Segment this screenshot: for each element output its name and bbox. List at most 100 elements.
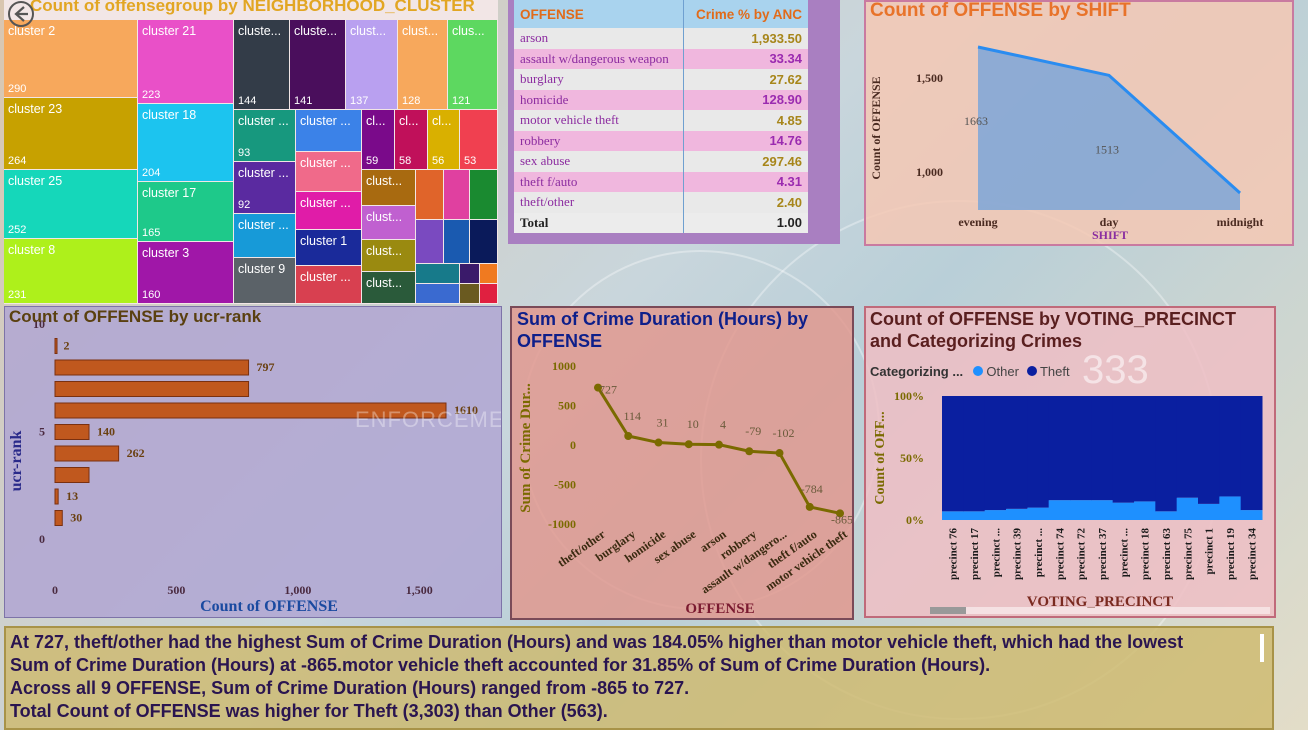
treemap-cell-label: cluste...: [294, 24, 338, 38]
treemap-cell[interactable]: [444, 170, 469, 219]
table-row[interactable]: theft f/auto 4.31: [514, 171, 808, 192]
x-tick-label: precinct 72: [1076, 528, 1088, 581]
treemap-cell[interactable]: cluster ...: [296, 192, 361, 229]
treemap-cell[interactable]: cluster ...: [296, 266, 361, 303]
treemap-cell[interactable]: [416, 220, 443, 263]
treemap-cell[interactable]: 53: [460, 110, 497, 169]
table-row[interactable]: motor vehicle theft 4.85: [514, 110, 808, 131]
crime-table-panel: OFFENSE Crime % by ANC arson 1,933.50 assa…: [508, 0, 840, 244]
treemap-cell[interactable]: cl... 56: [428, 110, 459, 169]
bar-theft: [1240, 396, 1263, 511]
shift-area: [978, 46, 1240, 210]
y-tick-label: 1,000: [916, 165, 943, 179]
treemap-cell[interactable]: cluster 8 231: [4, 239, 137, 303]
treemap-cell[interactable]: [460, 284, 479, 303]
table-row[interactable]: arson 1,933.50: [514, 28, 808, 49]
horizontal-scrollbar[interactable]: [930, 607, 1270, 614]
data-point: [745, 447, 754, 456]
precinct-chart: precinct 76 precinct 17 precinct ... precin…: [873, 389, 1263, 610]
treemap-cell-label: cluster 18: [142, 108, 197, 122]
y-axis-title: Sum of Crime Dur...: [518, 383, 534, 513]
table-total-value: 1.00: [682, 212, 808, 233]
bar: [54, 445, 120, 462]
treemap-cell-value: 252: [8, 224, 27, 236]
treemap-cell[interactable]: [470, 220, 497, 263]
treemap-cell-label: cluster ...: [300, 196, 351, 210]
legend-item-theft[interactable]: Theft: [1026, 364, 1070, 379]
treemap-cell[interactable]: cluster 18 204: [138, 104, 233, 181]
treemap-cell[interactable]: [460, 264, 479, 283]
treemap-cell[interactable]: cl... 58: [395, 110, 427, 169]
badge-number-watermark: 333: [1082, 348, 1149, 392]
data-label: 13: [66, 489, 78, 503]
data-label: 262: [127, 446, 145, 460]
bar-other: [942, 511, 964, 520]
table-cell-offense: assault w/dangerous weapon: [514, 48, 684, 69]
legend-dot-icon: [972, 366, 983, 376]
treemap-cell-label: cluster 23: [8, 102, 63, 116]
x-tick-label: precinct 37: [1097, 528, 1109, 581]
table-row[interactable]: robbery 14.76: [514, 130, 808, 151]
treemap-cell[interactable]: [416, 264, 459, 283]
treemap-cell[interactable]: cluster 25 252: [4, 170, 137, 238]
data-label: 2: [63, 339, 69, 353]
bar-other: [1091, 500, 1114, 520]
table-row[interactable]: homicide 128.90: [514, 89, 808, 110]
bar-other: [1240, 510, 1263, 520]
treemap-cell[interactable]: [416, 170, 443, 219]
treemap-cell[interactable]: cluster 23 264: [4, 98, 137, 169]
treemap-cell[interactable]: cluster ... 93: [234, 110, 295, 161]
table-header-offense[interactable]: OFFENSE: [514, 0, 684, 28]
treemap-cell-label: cluster ...: [238, 166, 289, 180]
treemap-cell[interactable]: cluste... 141: [290, 20, 345, 109]
bar-theft: [1070, 396, 1092, 501]
y-tick-label: 1000: [552, 359, 576, 373]
bar-theft: [984, 396, 1007, 511]
table-row[interactable]: sex abuse 297.46: [514, 151, 808, 172]
x-tick-label: midnight: [1217, 215, 1264, 229]
treemap-cell[interactable]: cluster 2 290: [4, 20, 137, 97]
treemap-cell[interactable]: cluster ...: [234, 214, 295, 257]
treemap-cell[interactable]: cluster 21 223: [138, 20, 233, 103]
treemap-cell[interactable]: cluster 9: [234, 258, 295, 303]
precinct-chart-title-line1: Count of OFFENSE by VOTING_PRECINCT: [870, 309, 1237, 329]
treemap-cell[interactable]: clust...: [362, 272, 415, 303]
treemap-cell[interactable]: clust...: [362, 170, 415, 205]
treemap-cell[interactable]: [444, 220, 469, 263]
bar-theft: [1134, 396, 1156, 502]
treemap-cell[interactable]: cluster 3 160: [138, 242, 233, 303]
treemap-cell[interactable]: [470, 170, 497, 219]
treemap-cell[interactable]: clust... 128: [398, 20, 447, 109]
table-header-crime-pct[interactable]: Crime % by ANC: [682, 0, 808, 28]
treemap-cell[interactable]: cluster 1: [296, 230, 361, 265]
treemap-cell[interactable]: cl... 59: [362, 110, 394, 169]
treemap-cell-label: cluster ...: [300, 156, 351, 170]
y-tick-label: 500: [558, 399, 576, 413]
treemap-cell[interactable]: clust... 137: [346, 20, 397, 109]
treemap-cell[interactable]: cluster ... 92: [234, 162, 295, 213]
treemap-cell[interactable]: [416, 284, 459, 303]
treemap-cell-label: clust...: [366, 244, 403, 258]
table-row[interactable]: theft/other 2.40: [514, 192, 808, 213]
treemap-cell[interactable]: clus... 121: [448, 20, 497, 109]
treemap-cell[interactable]: cluster 17 165: [138, 182, 233, 241]
treemap-cell-label: cluster 25: [8, 174, 63, 188]
treemap-cell[interactable]: cluster ...: [296, 152, 361, 191]
table-cell-offense: sex abuse: [514, 151, 684, 172]
bar-theft: [1112, 396, 1135, 503]
back-arrow-icon[interactable]: [6, 0, 36, 30]
treemap-cell[interactable]: cluste... 144: [234, 20, 289, 109]
treemap-cell[interactable]: clust...: [362, 206, 415, 239]
table-cell-crime-pct: 297.46: [682, 151, 808, 172]
scroll-indicator[interactable]: [1260, 634, 1264, 662]
narrative-line: Sum of Crime Duration (Hours) at -865.mo…: [10, 655, 991, 675]
table-row[interactable]: assault w/dangerous weapon 33.34: [514, 48, 808, 69]
scrollbar-thumb[interactable]: [930, 607, 966, 614]
table-row[interactable]: burglary 27.62: [514, 69, 808, 90]
treemap-cell[interactable]: [480, 264, 497, 283]
legend-item-other[interactable]: Other: [972, 364, 1019, 379]
treemap-cell[interactable]: cluster ...: [296, 110, 361, 151]
treemap-cell[interactable]: clust...: [362, 240, 415, 271]
bar: [54, 338, 58, 354]
treemap-cell[interactable]: [480, 284, 497, 303]
